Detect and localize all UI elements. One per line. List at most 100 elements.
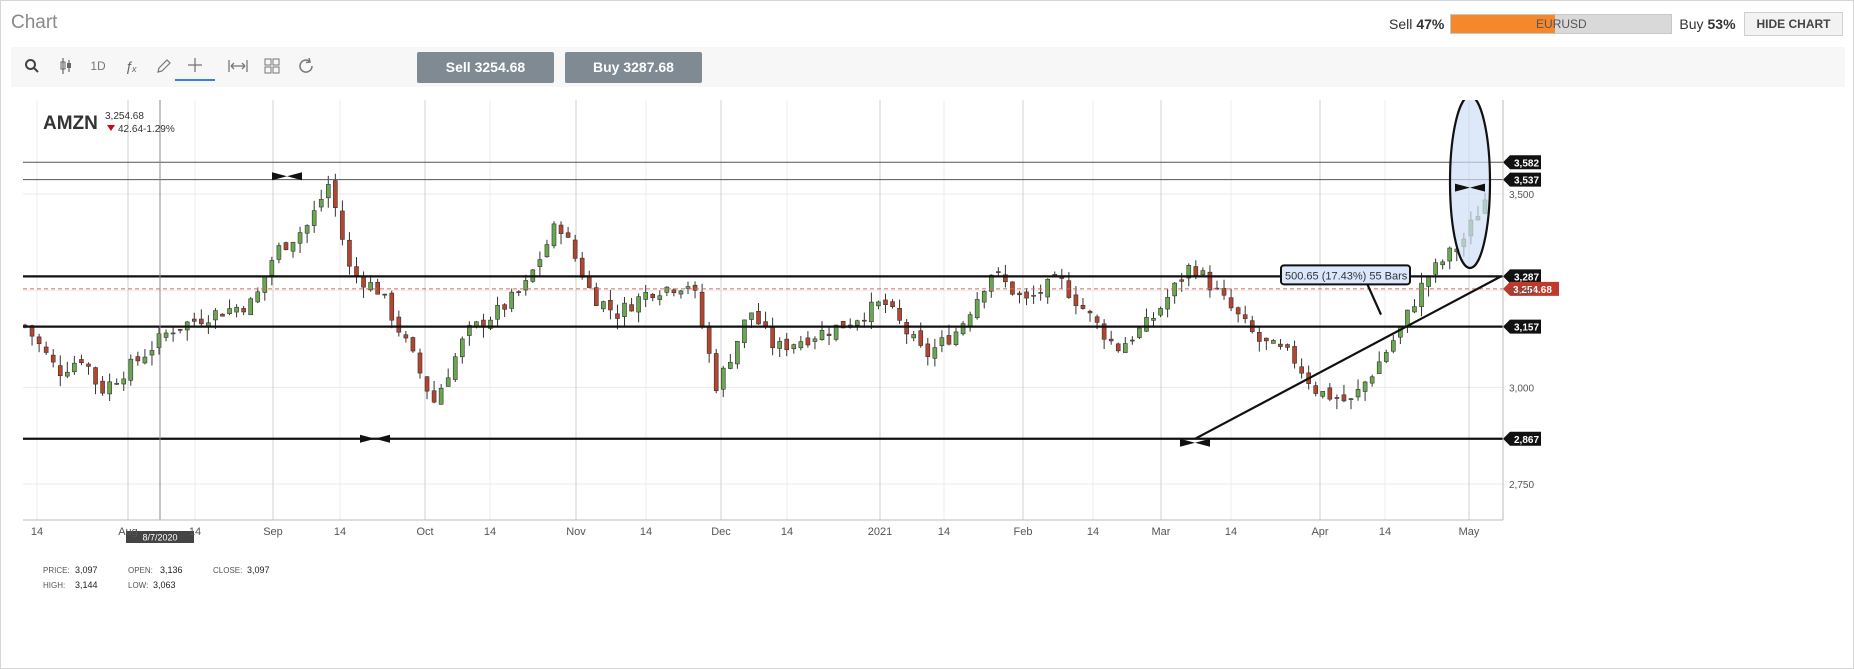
candle-up bbox=[1383, 352, 1389, 362]
candle-up bbox=[213, 310, 218, 321]
candle-up bbox=[974, 299, 980, 319]
candle-down bbox=[1130, 339, 1135, 342]
sentiment-bar: EURUSD bbox=[1450, 14, 1673, 34]
candle-up bbox=[121, 378, 127, 385]
x-tick-label: Nov bbox=[566, 526, 586, 538]
candle-up bbox=[1172, 282, 1177, 297]
candle-up bbox=[269, 260, 275, 276]
candle-down bbox=[1003, 274, 1008, 283]
candlestick-type-icon[interactable] bbox=[51, 51, 81, 81]
x-tick-label: 14 bbox=[31, 526, 43, 538]
candle-down bbox=[57, 365, 63, 376]
layout-grid-icon[interactable] bbox=[257, 51, 287, 81]
chart-background bbox=[23, 100, 1843, 645]
price-chart[interactable]: 3,582 3,537 3,287 3,157 2,867 3,254.68 8/7/20… bbox=[22, 94, 1843, 645]
candle-down bbox=[1327, 387, 1333, 400]
candle-up bbox=[474, 321, 479, 327]
candle-down bbox=[671, 289, 677, 294]
candle-up bbox=[833, 324, 839, 340]
y-tick-label: 2,750 bbox=[1509, 480, 1534, 491]
x-tick-label: 14 bbox=[781, 526, 793, 538]
candle-down bbox=[417, 352, 423, 374]
candle-up bbox=[967, 314, 973, 327]
x-tick-label: 2021 bbox=[868, 526, 892, 538]
candle-up bbox=[325, 184, 331, 199]
bowtie-marker bbox=[360, 434, 390, 443]
level-label: 3,582 bbox=[1514, 158, 1539, 169]
open-readout: 3,136 bbox=[160, 565, 183, 575]
candle-down bbox=[93, 367, 98, 385]
open-readout-label: OPEN: bbox=[128, 566, 153, 575]
down-arrow-icon bbox=[107, 125, 115, 131]
candle-up bbox=[960, 323, 966, 335]
candle-up bbox=[170, 332, 176, 335]
level-label: 3,287 bbox=[1514, 272, 1539, 283]
candle-up bbox=[1412, 306, 1417, 313]
y-tick-label: 3,000 bbox=[1509, 383, 1534, 394]
chart-canvas[interactable]: 3,582 3,537 3,287 3,157 2,867 3,254.68 8/7/20… bbox=[22, 94, 1843, 645]
candle-up bbox=[1447, 247, 1453, 262]
candle-down bbox=[403, 334, 409, 339]
candle-down bbox=[1010, 281, 1015, 295]
candle-up bbox=[304, 225, 310, 234]
candle-down bbox=[883, 299, 888, 305]
close-readout: 3,097 bbox=[247, 565, 270, 575]
candle-up bbox=[290, 241, 296, 252]
candle-up bbox=[1376, 361, 1382, 374]
x-tick-label: 14 bbox=[1225, 526, 1237, 538]
current-price-label: 3,254.68 bbox=[1513, 285, 1552, 296]
low-readout-label: LOW: bbox=[128, 581, 148, 590]
candle-down bbox=[1292, 346, 1297, 364]
candle-up bbox=[1320, 391, 1326, 397]
candle-up bbox=[657, 295, 663, 300]
candle-down bbox=[1207, 271, 1213, 291]
candle-up bbox=[128, 358, 134, 381]
panel-title: Chart bbox=[11, 12, 58, 33]
candle-down bbox=[608, 299, 613, 311]
measure-icon[interactable] bbox=[223, 51, 253, 81]
candle-down bbox=[1017, 292, 1022, 296]
level-tag bbox=[1503, 319, 1541, 334]
buy-button[interactable]: Buy 3287.68 bbox=[565, 52, 702, 83]
candle-down bbox=[1108, 338, 1114, 342]
candle-up bbox=[149, 350, 155, 356]
candle-down bbox=[572, 239, 578, 259]
candle-down bbox=[347, 239, 352, 267]
candle-down bbox=[100, 380, 105, 394]
candle-up bbox=[854, 320, 860, 326]
refresh-icon[interactable] bbox=[291, 51, 321, 81]
candle-up bbox=[255, 291, 261, 303]
candle-down bbox=[918, 330, 924, 346]
candle-up bbox=[601, 301, 606, 310]
candle-down bbox=[382, 293, 388, 296]
candle-down bbox=[396, 316, 402, 333]
candle-down bbox=[692, 284, 698, 291]
candle-up bbox=[467, 325, 472, 336]
candle-up bbox=[368, 282, 373, 291]
price-change: 42.64-1.29% bbox=[118, 124, 175, 135]
candle-down bbox=[79, 359, 84, 363]
candle-up bbox=[163, 332, 169, 338]
candle-down bbox=[333, 180, 338, 208]
close-readout-label: CLOSE: bbox=[213, 566, 242, 575]
draw-pencil-icon[interactable] bbox=[149, 51, 179, 81]
x-tick-label: 14 bbox=[189, 526, 201, 538]
search-icon[interactable] bbox=[17, 51, 47, 81]
candle-up bbox=[537, 259, 543, 267]
crosshair-icon[interactable] bbox=[175, 51, 215, 81]
interval-button[interactable]: 1D bbox=[90, 59, 106, 73]
header: Chart Sell 47% EURUSD Buy 53% HIDE CHART bbox=[1, 1, 1854, 45]
sell-button[interactable]: Sell 3254.68 bbox=[417, 52, 554, 83]
candle-down bbox=[579, 257, 585, 278]
candle-down bbox=[1073, 294, 1079, 306]
candle-up bbox=[459, 338, 465, 358]
x-tick-label: 14 bbox=[1087, 526, 1099, 538]
candle-up bbox=[495, 304, 500, 320]
candle-down bbox=[862, 319, 867, 322]
candle-up bbox=[72, 362, 77, 373]
candle-up bbox=[156, 333, 162, 348]
hide-chart-button[interactable]: HIDE CHART bbox=[1744, 12, 1843, 36]
candle-up bbox=[445, 377, 451, 387]
